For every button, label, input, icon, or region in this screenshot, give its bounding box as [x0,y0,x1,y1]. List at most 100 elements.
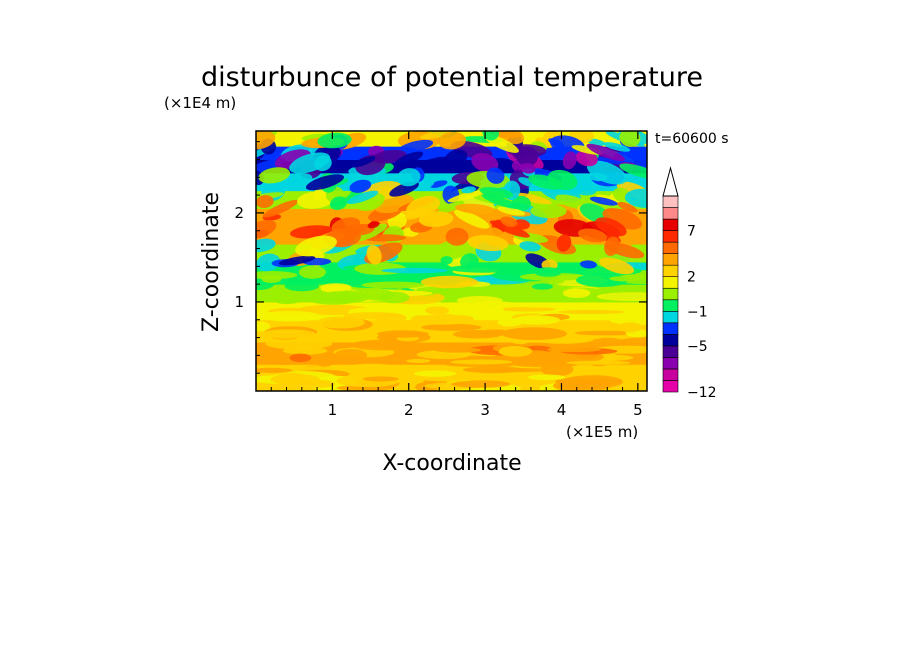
field-cell [296,191,335,209]
field-cell [599,257,635,275]
plot-frame [255,130,648,392]
field-cell [518,177,537,188]
x-tick-label: 5 [633,401,643,419]
x-axis-title: X-coordinate [382,451,521,476]
field-cell [350,156,376,168]
colorbar-swatch [662,218,679,231]
field-cell [451,380,511,388]
field-cell [334,348,368,362]
colorbar-tick-label: −5 [687,339,708,355]
field-cell [344,363,398,373]
colorbar-swatch [662,357,679,370]
field-cell [397,168,421,187]
field-cell [562,375,624,389]
field-cell [425,306,450,315]
field-cell [284,280,319,292]
field-cell [534,267,563,277]
field-cell [416,286,489,293]
colorbar-swatch [662,380,679,393]
field-cell [562,151,577,170]
field-cell [317,132,352,149]
colorbar-swatch [662,207,679,220]
colorbar-tick-label: 7 [687,224,696,240]
field-cell [256,219,277,239]
field-cell [589,196,618,206]
field-cell [398,139,434,153]
field-cell [609,316,647,325]
field-cell [344,225,375,236]
field-cell [444,149,468,167]
field-cell [467,234,509,252]
field-cell [267,330,303,339]
colorbar-swatch [662,241,679,254]
field-cell [562,288,591,299]
field-cell [557,309,625,315]
field-cell [482,131,500,141]
field-cell [260,310,321,322]
field-cell [298,265,326,279]
field-cell [445,227,469,246]
field-cell [482,194,520,209]
plot-area [256,131,647,391]
field-cell [279,220,305,232]
field-cell [624,188,647,208]
field-cell [595,217,627,237]
colorbar-swatch [662,299,679,312]
field-cell [519,272,587,281]
field-cell [586,143,626,162]
colorbar-swatch [662,276,679,289]
field-cell [434,347,482,353]
colorbar-swatch [662,310,679,324]
colorbar-swatch [662,334,679,347]
field-cell [455,203,496,215]
field-cell [261,275,282,284]
field-cell [285,172,313,184]
field-cell [512,315,561,325]
field-cell [373,313,407,323]
field-cell [367,221,380,229]
field-cell [404,207,431,220]
colorbar-swatch [662,368,679,381]
chart-title: disturbunce of potential temperature [201,62,703,93]
field-cell [351,339,419,351]
field-cell [511,302,571,308]
field-cell [449,359,513,365]
field-cell [433,239,474,260]
field-cell [321,290,371,304]
x-unit-label: (×1E5 m) [566,423,638,441]
y-unit-label: (×1E4 m) [164,94,236,112]
field-cell [275,379,327,385]
field-cell [530,204,567,219]
field-cell [316,316,365,329]
field-cell [349,179,372,193]
field-cell [527,374,566,381]
field-cell [420,275,479,289]
field-cell [362,376,399,382]
field-cell [406,358,431,363]
field-cell [619,163,647,180]
colorbar-swatch [662,345,679,358]
field-cell [346,190,379,205]
field-cell [574,330,638,336]
colorbar-swatch [662,322,679,335]
field-cell [256,238,276,253]
colorbar: −12−5−127 [662,166,717,401]
x-tick-label: 2 [404,401,414,419]
field-cell [486,167,505,184]
field-cell [378,291,410,304]
field-cell [453,209,490,229]
field-cell [295,235,337,257]
colorbar-swatch [662,230,679,243]
field-cell [618,322,642,333]
field-cell [262,199,299,218]
field-cell [258,167,291,184]
x-tick-label: 4 [557,401,567,419]
field-cell [619,131,641,147]
colorbar-swatch [662,195,679,208]
field-cell [320,283,352,292]
field-cell [314,155,332,172]
field-cell [578,228,608,243]
colorbar-swatch [662,287,679,301]
field-cell [314,354,335,367]
